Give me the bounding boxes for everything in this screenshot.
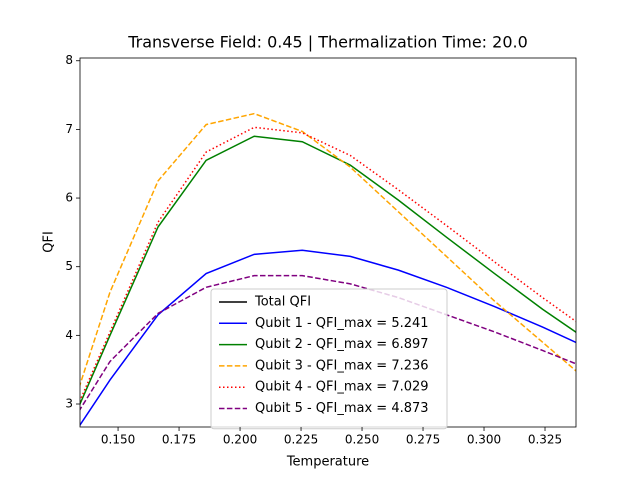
series-line — [80, 274, 576, 411]
legend-label: Qubit 3 - QFI_max = 7.236 — [255, 358, 429, 373]
legend-label: Total QFI — [254, 295, 311, 310]
x-tick-label: 0.150 — [101, 433, 135, 447]
series-line — [80, 135, 576, 406]
y-axis-label: QFI — [42, 231, 57, 253]
legend: Total QFI Qubit 1 - QFI_max = 5.241 Qubit … — [210, 288, 448, 430]
chart-title: Transverse Field: 0.45 | Thermalization … — [127, 33, 528, 52]
legend-box — [210, 288, 448, 430]
series-line — [80, 112, 576, 388]
plot-area — [80, 112, 576, 427]
x-tick-label: 0.225 — [284, 433, 318, 447]
legend-label: Qubit 5 - QFI_max = 4.873 — [255, 401, 429, 416]
series-line — [80, 249, 576, 427]
y-tick-label: 7 — [65, 122, 73, 136]
legend-label: Qubit 1 - QFI_max = 5.241 — [255, 316, 429, 331]
x-tick-label: 0.200 — [223, 433, 257, 447]
y-tick-label: 6 — [65, 191, 73, 205]
x-tick-label: 0.300 — [467, 433, 501, 447]
x-tick-label: 0.275 — [406, 433, 440, 447]
y-tick-label: 4 — [65, 328, 73, 342]
legend-label: Qubit 4 - QFI_max = 7.029 — [255, 380, 429, 395]
series-line — [80, 126, 576, 403]
x-tick-label: 0.250 — [345, 433, 379, 447]
y-tick-label: 5 — [65, 259, 73, 273]
x-axis-label: Temperature — [286, 455, 369, 470]
y-tick-label: 3 — [65, 397, 73, 411]
legend-label: Qubit 2 - QFI_max = 6.897 — [255, 337, 429, 352]
y-tick-label: 8 — [65, 53, 73, 67]
x-tick-label: 0.325 — [528, 433, 562, 447]
x-tick-label: 0.175 — [162, 433, 196, 447]
